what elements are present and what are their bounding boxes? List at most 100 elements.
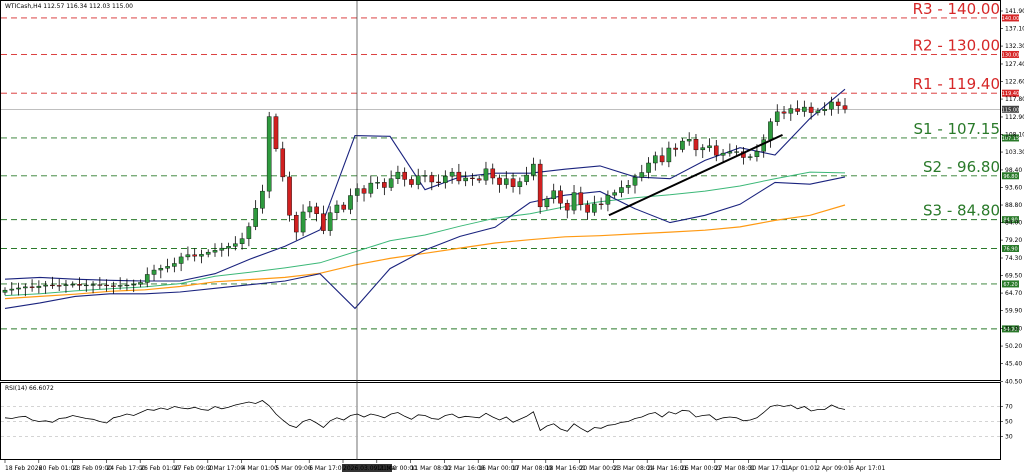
candle-bull bbox=[802, 106, 807, 112]
candle-bull bbox=[829, 101, 834, 110]
candle-bull bbox=[761, 139, 767, 152]
level-label-s1: S1 - 107.15 bbox=[914, 120, 1001, 138]
x-tick-label: 18 Feb 2026 bbox=[5, 465, 43, 472]
x-tick-label: 16 Mar 00:00 bbox=[478, 465, 518, 472]
candle-bear bbox=[29, 286, 35, 288]
price-axis: 140.00 130.00 119.40 107.15 96.80 84.80 76.90 6… bbox=[1000, 8, 1024, 386]
candle-bull bbox=[483, 168, 489, 181]
rsi-tick-label: 50 bbox=[1005, 419, 1013, 426]
candle-bull bbox=[666, 147, 672, 163]
level-tag-bg-s2 bbox=[1002, 172, 1019, 180]
candle-bull bbox=[260, 190, 265, 209]
candle-bear bbox=[273, 116, 279, 149]
candle-bull bbox=[117, 285, 123, 287]
candle-bull bbox=[415, 175, 421, 185]
y-tick-label: 50.20 bbox=[1005, 343, 1022, 350]
level-label-s3: S3 - 84.80 bbox=[923, 202, 1000, 220]
candle-bull bbox=[43, 284, 48, 287]
trendline bbox=[608, 133, 783, 217]
rsi-indicator: 70 50 30 bbox=[1, 400, 1013, 441]
y-tick-label: 74.30 bbox=[1005, 255, 1022, 262]
candle-bull bbox=[212, 250, 218, 253]
current-price-tag: 115.00 bbox=[1002, 107, 1020, 113]
candle-bull bbox=[788, 108, 794, 114]
candle-bull bbox=[368, 182, 374, 194]
candle-bull bbox=[727, 151, 733, 154]
x-tick-label: 23 Mar 08:01 bbox=[613, 465, 653, 472]
candle-bear bbox=[537, 163, 543, 208]
candle-bear bbox=[436, 181, 441, 184]
candle-bull bbox=[63, 284, 69, 286]
candle-bear bbox=[585, 204, 590, 213]
candle-bull bbox=[395, 171, 401, 179]
candle-bear bbox=[510, 178, 516, 187]
y-tick-label: 122.60 bbox=[1005, 79, 1024, 86]
candle-bear bbox=[280, 148, 286, 178]
candle-bull bbox=[422, 175, 428, 177]
candle-bear bbox=[192, 254, 197, 257]
level-tag-l6: 67.20 bbox=[1003, 282, 1017, 288]
candle-bear bbox=[77, 284, 82, 286]
candle-bull bbox=[720, 152, 726, 156]
candle-bear bbox=[795, 108, 800, 112]
candle-bull bbox=[700, 147, 706, 151]
candle-bull bbox=[822, 109, 827, 111]
candle-bear bbox=[497, 177, 502, 185]
candle-bear bbox=[104, 284, 109, 287]
candle-bear bbox=[693, 139, 699, 151]
candle-bear bbox=[293, 215, 299, 233]
candle-bull bbox=[531, 163, 536, 176]
level-tag-bg-l5 bbox=[1002, 245, 1019, 252]
candle-bear bbox=[659, 155, 665, 163]
candle-bear bbox=[321, 213, 326, 231]
candle-bull bbox=[9, 288, 15, 291]
candle-bull bbox=[70, 284, 76, 286]
y-tick-label: 117.80 bbox=[1005, 96, 1024, 103]
candle-bull bbox=[612, 192, 617, 196]
level-labels: R3 - 140.00 R2 - 130.00 R1 - 119.40 S1 - 10… bbox=[913, 0, 1000, 220]
x-tick-highlight-bg bbox=[342, 464, 392, 472]
candle-bull bbox=[219, 247, 225, 251]
level-lines bbox=[1, 17, 1000, 330]
x-tick-label: 5 Mar 09:00 bbox=[275, 465, 311, 472]
x-tick-label: 12 Mar 16:00 bbox=[444, 465, 484, 472]
level-label-r2: R2 - 130.00 bbox=[913, 36, 1000, 54]
x-tick-label: 6 Apr 17:01 bbox=[850, 465, 885, 472]
candle-bull bbox=[768, 121, 773, 140]
candle-bull bbox=[151, 269, 157, 275]
candle-bear bbox=[490, 168, 496, 179]
candle-bull bbox=[178, 256, 184, 264]
candle-bull bbox=[246, 226, 252, 239]
x-tick-label: 24 Mar 16:01 bbox=[647, 465, 687, 472]
candle-bull bbox=[266, 116, 272, 192]
y-tick-label: 103.30 bbox=[1005, 149, 1024, 156]
candle-bull bbox=[300, 211, 306, 233]
y-tick-label: 93.60 bbox=[1005, 184, 1022, 191]
candle-bull bbox=[124, 284, 130, 287]
candle-bull bbox=[131, 284, 137, 286]
level-label-r1: R1 - 119.40 bbox=[913, 75, 1000, 93]
x-tick-label: 2026.03.09 21:00 bbox=[343, 465, 397, 472]
candle-bear bbox=[287, 176, 292, 216]
overlays bbox=[356, 1, 783, 460]
candle-bear bbox=[842, 105, 848, 110]
level-tag-s2: 96.80 bbox=[1003, 174, 1017, 180]
candle-bull bbox=[348, 195, 353, 210]
x-tick-label: 2 Mar 17:00 bbox=[208, 465, 244, 472]
candle-bull bbox=[83, 284, 89, 287]
y-tick-label: 112.90 bbox=[1005, 114, 1024, 121]
candle-bear bbox=[808, 106, 814, 113]
candle-bull bbox=[463, 177, 468, 182]
candle-bull bbox=[205, 251, 211, 255]
x-tick-label: 20 Feb 01:00 bbox=[39, 465, 79, 472]
level-label-r3: R3 - 140.00 bbox=[913, 0, 1000, 18]
candle-bear bbox=[97, 284, 103, 286]
bollinger-lower-line bbox=[4, 176, 846, 310]
candle-bull bbox=[334, 204, 340, 213]
candle-bull bbox=[253, 208, 258, 227]
candle-bull bbox=[239, 238, 245, 244]
candle-bull bbox=[90, 284, 96, 286]
candle-bull bbox=[23, 286, 28, 289]
candle-bull bbox=[571, 192, 577, 211]
